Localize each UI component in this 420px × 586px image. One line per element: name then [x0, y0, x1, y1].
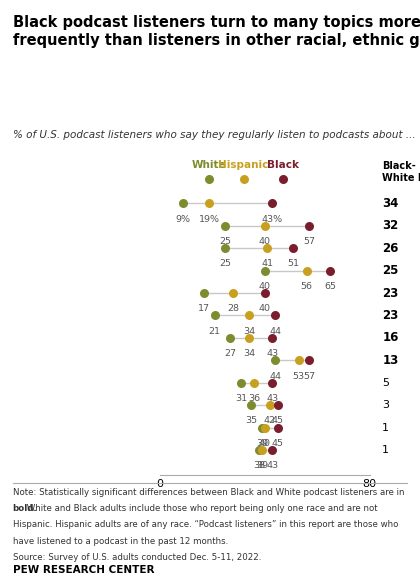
Text: Black: Black	[267, 160, 299, 170]
Text: 40: 40	[259, 237, 270, 246]
Text: 57: 57	[303, 237, 315, 246]
Text: 42: 42	[264, 417, 276, 425]
Text: Source: Survey of U.S. adults conducted Dec. 5-11, 2022.: Source: Survey of U.S. adults conducted …	[13, 553, 261, 562]
Text: 16: 16	[382, 331, 399, 345]
Text: have listened to a podcast in the past 12 months.: have listened to a podcast in the past 1…	[13, 537, 228, 546]
Text: bold.: bold.	[13, 504, 37, 513]
Text: 43: 43	[266, 394, 278, 403]
Text: 23: 23	[382, 309, 399, 322]
Text: 39: 39	[256, 439, 268, 448]
Text: 34: 34	[243, 349, 255, 358]
Text: 45: 45	[272, 417, 284, 425]
Text: 25: 25	[219, 237, 231, 246]
Text: 21: 21	[209, 326, 221, 336]
Text: 23: 23	[382, 287, 399, 299]
Text: 45: 45	[272, 439, 284, 448]
Text: 27: 27	[224, 349, 236, 358]
Text: 40: 40	[259, 304, 270, 314]
Text: 25: 25	[382, 264, 399, 277]
Text: 17: 17	[198, 304, 210, 314]
Text: Hispanic. Hispanic adults are of any race. “Podcast listeners” in this report ar: Hispanic. Hispanic adults are of any rac…	[13, 520, 398, 529]
Text: 19%: 19%	[199, 214, 220, 223]
Text: 43%: 43%	[262, 214, 283, 223]
Text: White: White	[192, 160, 227, 170]
Text: 36: 36	[248, 394, 260, 403]
Text: 39: 39	[256, 461, 268, 470]
Text: 35: 35	[245, 417, 257, 425]
Text: Note: Statistically significant differences between Black and White podcast list: Note: Statistically significant differen…	[13, 488, 407, 496]
Text: Hispanic: Hispanic	[218, 160, 269, 170]
Text: 34: 34	[243, 326, 255, 336]
Text: 32: 32	[382, 219, 399, 232]
Text: 1: 1	[382, 423, 389, 432]
Text: 44: 44	[269, 372, 281, 380]
Text: 25: 25	[219, 260, 231, 268]
Text: 1: 1	[382, 445, 389, 455]
Text: 43: 43	[266, 349, 278, 358]
Text: 53: 53	[293, 372, 305, 380]
Text: White and Black adults include those who report being only one race and are not: White and Black adults include those who…	[24, 504, 378, 513]
Text: Black-
White Diff: Black- White Diff	[382, 161, 420, 183]
Text: 43: 43	[266, 461, 278, 470]
Text: 34: 34	[382, 197, 399, 210]
Text: 44: 44	[269, 326, 281, 336]
Text: 28: 28	[227, 304, 239, 314]
Text: 56: 56	[301, 282, 312, 291]
Text: 38: 38	[253, 461, 265, 470]
Text: 40: 40	[259, 439, 270, 448]
Text: 13: 13	[382, 354, 399, 367]
Text: 51: 51	[287, 260, 299, 268]
Text: 5: 5	[382, 378, 389, 388]
Text: % of U.S. podcast listeners who say they regularly listen to podcasts about ...: % of U.S. podcast listeners who say they…	[13, 130, 415, 140]
Text: 9%: 9%	[176, 214, 191, 223]
Text: 65: 65	[324, 282, 336, 291]
Text: 57: 57	[303, 372, 315, 380]
Text: 40: 40	[259, 282, 270, 291]
Text: 3: 3	[382, 400, 389, 410]
Text: 31: 31	[235, 394, 247, 403]
Text: Black podcast listeners turn to many topics more
frequently than listeners in ot: Black podcast listeners turn to many top…	[13, 15, 420, 47]
Text: 41: 41	[261, 260, 273, 268]
Text: PEW RESEARCH CENTER: PEW RESEARCH CENTER	[13, 565, 154, 575]
Text: 26: 26	[382, 241, 399, 255]
